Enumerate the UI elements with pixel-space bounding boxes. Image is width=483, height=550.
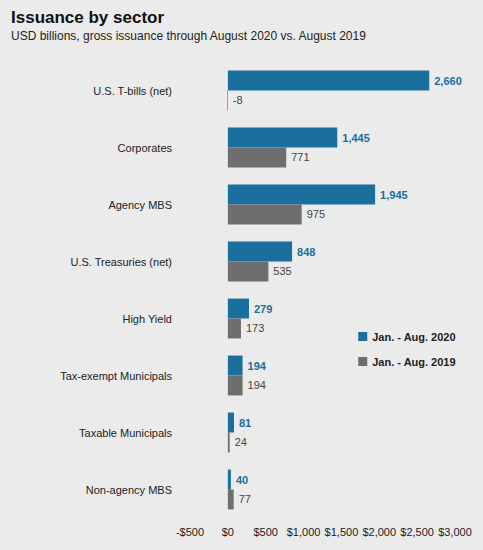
svg-text:24: 24 [235,436,247,448]
svg-text:771: 771 [291,151,309,163]
svg-text:$2,000: $2,000 [362,526,396,538]
svg-text:High Yield: High Yield [122,313,172,325]
svg-text:-$500: -$500 [176,526,204,538]
svg-text:40: 40 [236,474,248,486]
svg-text:Agency MBS: Agency MBS [108,199,172,211]
svg-text:1,945: 1,945 [380,189,408,201]
svg-text:Taxable Municipals: Taxable Municipals [79,427,172,439]
svg-text:173: 173 [246,322,264,334]
svg-text:194: 194 [248,379,266,391]
svg-text:Corporates: Corporates [118,142,173,154]
svg-text:975: 975 [307,208,325,220]
svg-text:$0: $0 [222,526,234,538]
svg-text:77: 77 [239,493,251,505]
svg-text:$1,000: $1,000 [287,526,321,538]
svg-text:535: 535 [273,265,291,277]
svg-text:$500: $500 [253,526,277,538]
svg-text:-8: -8 [233,94,243,106]
svg-text:U.S. T-bills (net): U.S. T-bills (net) [93,85,172,97]
svg-text:848: 848 [297,246,315,258]
svg-text:USD billions, gross issuance t: USD billions, gross issuance through Aug… [11,29,366,43]
svg-text:1,445: 1,445 [342,132,370,144]
svg-text:$3,000: $3,000 [438,526,472,538]
svg-text:Jan. - Aug. 2019: Jan. - Aug. 2019 [372,356,455,368]
svg-text:Non-agency MBS: Non-agency MBS [86,484,172,496]
svg-text:81: 81 [239,417,251,429]
svg-text:Tax-exempt Municipals: Tax-exempt Municipals [60,370,172,382]
svg-text:Jan. - Aug. 2020: Jan. - Aug. 2020 [372,331,455,343]
svg-text:$2,500: $2,500 [400,526,434,538]
svg-text:$1,500: $1,500 [325,526,359,538]
svg-text:279: 279 [254,303,272,315]
svg-text:U.S. Treasuries (net): U.S. Treasuries (net) [71,256,172,268]
svg-text:194: 194 [248,360,267,372]
svg-text:Issuance by sector: Issuance by sector [11,8,164,27]
svg-text:2,660: 2,660 [434,75,462,87]
